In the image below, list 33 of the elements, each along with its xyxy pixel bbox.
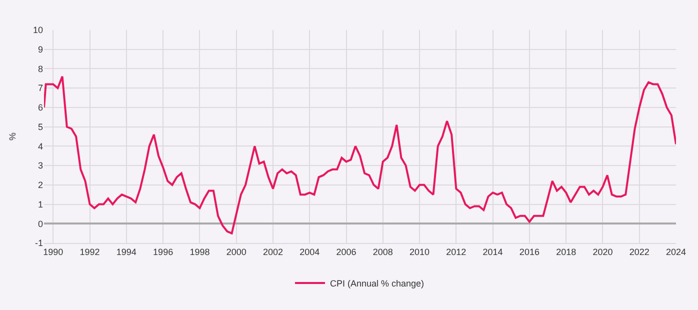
x-tick-label: 2012 bbox=[446, 246, 466, 257]
x-tick-label: 1998 bbox=[190, 246, 210, 257]
x-tick-label: 2000 bbox=[226, 246, 246, 257]
y-tick-label: 5 bbox=[38, 122, 43, 132]
y-tick-label: 8 bbox=[38, 64, 43, 74]
x-tick-label: 1992 bbox=[80, 246, 100, 257]
x-tick-label: 1994 bbox=[116, 246, 136, 257]
x-tick-label: 2002 bbox=[262, 246, 284, 257]
x-tick-label: 2014 bbox=[482, 246, 503, 257]
y-tick-label: 7 bbox=[38, 83, 43, 94]
x-tick-label: 1990 bbox=[43, 246, 64, 257]
x-tick-label: 1996 bbox=[153, 246, 174, 257]
x-tick-label: 2016 bbox=[519, 246, 540, 257]
legend-label: CPI (Annual % change) bbox=[330, 278, 424, 289]
line-series bbox=[44, 75, 676, 234]
x-tick-label: 2010 bbox=[410, 246, 430, 257]
y-tick-label: 6 bbox=[38, 102, 43, 113]
x-tick-label: 2006 bbox=[336, 246, 356, 257]
x-tick-label: 2004 bbox=[300, 246, 320, 257]
x-tick-label: 2024 bbox=[666, 246, 686, 257]
y-tick-label: 0 bbox=[38, 218, 43, 229]
y-tick-label: 10 bbox=[32, 25, 43, 36]
y-axis-title: % bbox=[7, 132, 18, 141]
x-tick-label: 2018 bbox=[556, 246, 576, 257]
y-tick-label: 3 bbox=[38, 160, 43, 171]
y-tick-label: 4 bbox=[38, 141, 43, 152]
y-tick-label: 2 bbox=[38, 180, 43, 190]
y-tick-label: -1 bbox=[34, 238, 43, 248]
x-tick-label: 2022 bbox=[629, 246, 650, 257]
x-tick-label: 2008 bbox=[372, 246, 393, 257]
x-tick-label: 2020 bbox=[592, 246, 613, 257]
y-tick-label: 9 bbox=[38, 44, 43, 55]
y-tick-label: 1 bbox=[38, 199, 43, 210]
